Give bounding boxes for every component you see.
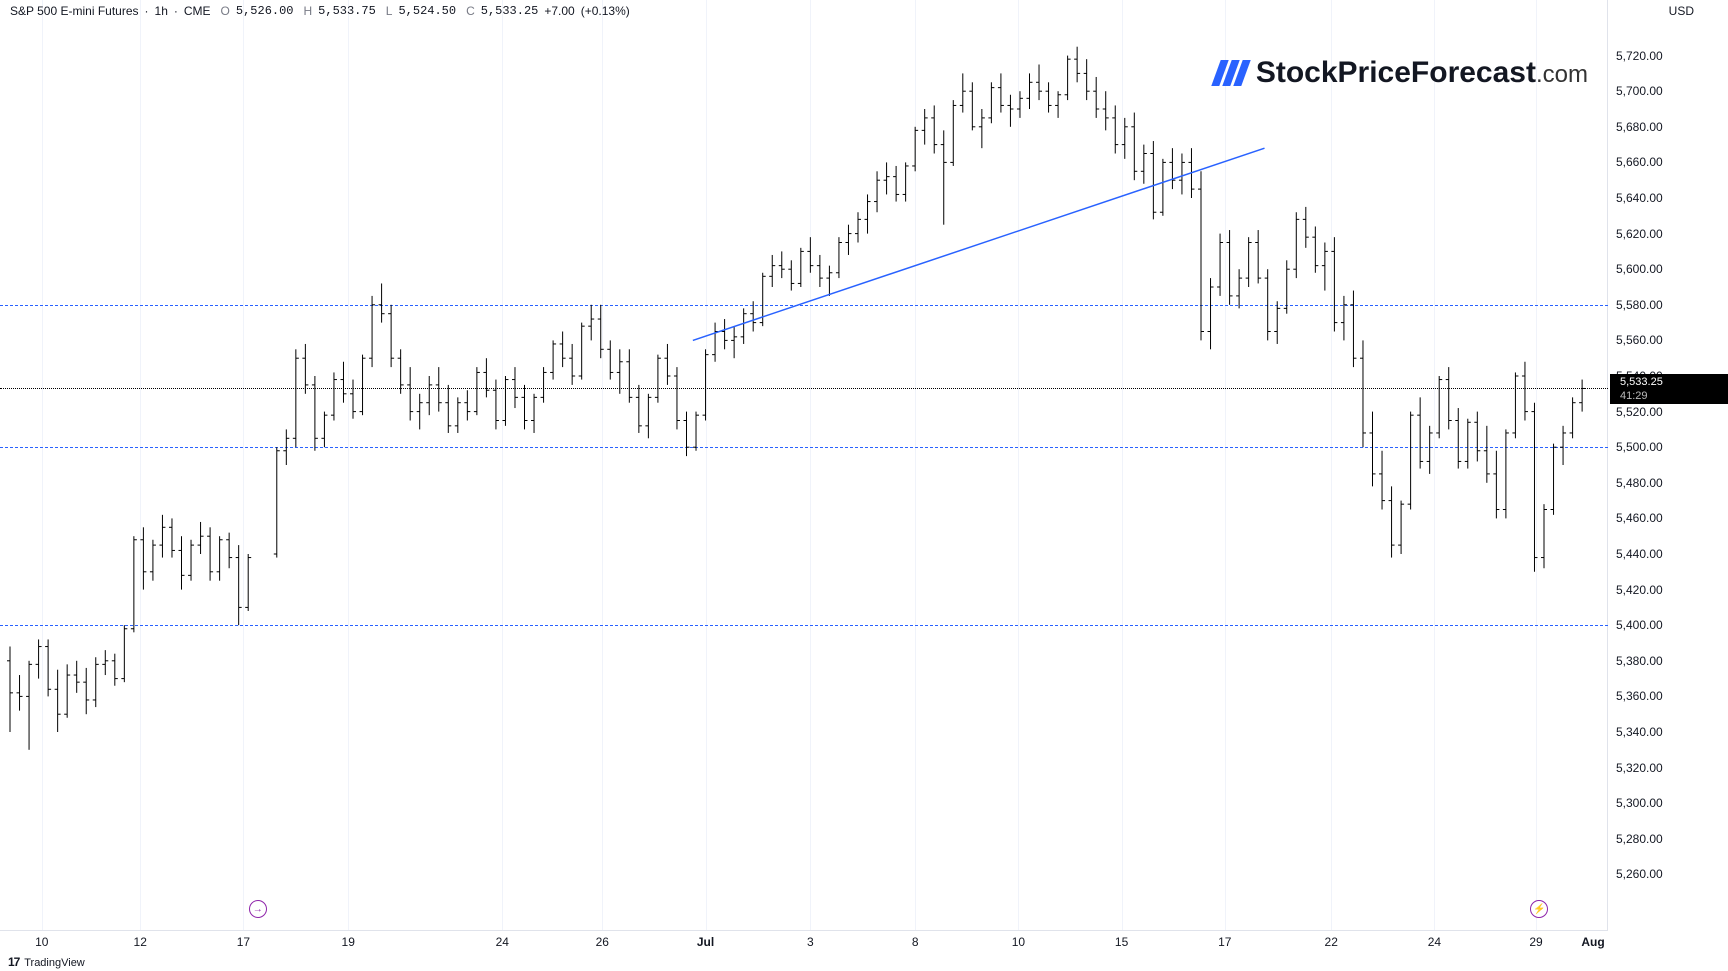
ytick-label: 5,560.00 [1616, 333, 1663, 347]
chart-header: S&P 500 E-mini Futures · 1h · CME O 5,52… [10, 4, 630, 18]
resolution[interactable]: 1h [155, 4, 168, 18]
ytick-label: 5,660.00 [1616, 155, 1663, 169]
plot-area[interactable]: →⚡ [0, 0, 1608, 930]
y-axis[interactable]: 5,260.00 5,280.00 5,300.00 5,320.00 5,340.00… [1608, 0, 1728, 930]
h-label: H [304, 4, 313, 18]
ytick-label: 5,420.00 [1616, 583, 1663, 597]
xtick-label: Aug [1581, 935, 1604, 949]
ytick-label: 5,680.00 [1616, 120, 1663, 134]
xtick-label: 3 [807, 935, 814, 949]
wm-bold1: Stock [1256, 56, 1338, 89]
xtick-label: 17 [1218, 935, 1231, 949]
ytick-label: 5,520.00 [1616, 405, 1663, 419]
xtick-label: 19 [342, 935, 355, 949]
o-value: 5,526.00 [236, 4, 294, 18]
symbol-name[interactable]: S&P 500 E-mini Futures [10, 4, 139, 18]
xtick-label: 8 [912, 935, 919, 949]
tradingview-logo[interactable]: 17 TradingView [8, 955, 85, 969]
ytick-label: 5,280.00 [1616, 832, 1663, 846]
ytick-label: 5,320.00 [1616, 761, 1663, 775]
wm-suffix: .com [1536, 61, 1588, 88]
price-label-countdown: 41:29 [1620, 389, 1722, 403]
c-label: C [466, 4, 475, 18]
ytick-label: 5,480.00 [1616, 476, 1663, 490]
ytick-label: 5,400.00 [1616, 618, 1663, 632]
xtick-label: 22 [1325, 935, 1338, 949]
wm-bold2: Price [1338, 56, 1411, 89]
x-axis[interactable]: 10 12 17 19 24 26 Jul 3 8 10 15 17 22 24 29 Aug [0, 930, 1608, 955]
currency-label: USD [1669, 4, 1694, 18]
wm-bold3: Forecast [1411, 56, 1536, 89]
l-value: 5,524.50 [398, 4, 456, 18]
watermark-logo: StockPriceForecast.com [1216, 56, 1588, 90]
ytick-label: 5,580.00 [1616, 298, 1663, 312]
price-plot-svg [0, 0, 1608, 930]
tv-icon: 17 [8, 955, 19, 969]
c-value: 5,533.25 [481, 4, 539, 18]
ytick-label: 5,340.00 [1616, 725, 1663, 739]
xtick-label: 12 [134, 935, 147, 949]
ytick-label: 5,500.00 [1616, 440, 1663, 454]
change-value: +7.00 [544, 4, 574, 18]
ytick-label: 5,440.00 [1616, 547, 1663, 561]
ytick-label: 5,620.00 [1616, 227, 1663, 241]
trendline [693, 148, 1265, 340]
ytick-label: 5,640.00 [1616, 191, 1663, 205]
ytick-label: 5,300.00 [1616, 796, 1663, 810]
tv-text: TradingView [24, 957, 85, 969]
price-label-value: 5,533.25 [1620, 376, 1663, 388]
change-pct: (+0.13%) [581, 4, 630, 18]
xtick-label: 15 [1115, 935, 1128, 949]
ytick-label: 5,380.00 [1616, 654, 1663, 668]
exchange: CME [184, 4, 211, 18]
event-icon[interactable]: → [249, 900, 267, 918]
ytick-label: 5,720.00 [1616, 49, 1663, 63]
o-label: O [221, 4, 230, 18]
l-label: L [386, 4, 393, 18]
chart-container: S&P 500 E-mini Futures · 1h · CME O 5,52… [0, 0, 1728, 971]
ytick-label: 5,460.00 [1616, 511, 1663, 525]
current-price-label: 5,533.2541:29 [1610, 374, 1728, 404]
xtick-label: 26 [596, 935, 609, 949]
slashes-icon [1216, 60, 1246, 86]
ytick-label: 5,360.00 [1616, 689, 1663, 703]
xtick-label: 10 [35, 935, 48, 949]
ytick-label: 5,700.00 [1616, 84, 1663, 98]
xtick-label: 10 [1012, 935, 1025, 949]
xtick-label: 24 [1428, 935, 1441, 949]
ytick-label: 5,260.00 [1616, 867, 1663, 881]
xtick-label: 17 [237, 935, 250, 949]
xtick-label: Jul [697, 935, 714, 949]
ytick-label: 5,600.00 [1616, 262, 1663, 276]
h-value: 5,533.75 [318, 4, 376, 18]
xtick-label: 24 [496, 935, 509, 949]
xtick-label: 29 [1529, 935, 1542, 949]
